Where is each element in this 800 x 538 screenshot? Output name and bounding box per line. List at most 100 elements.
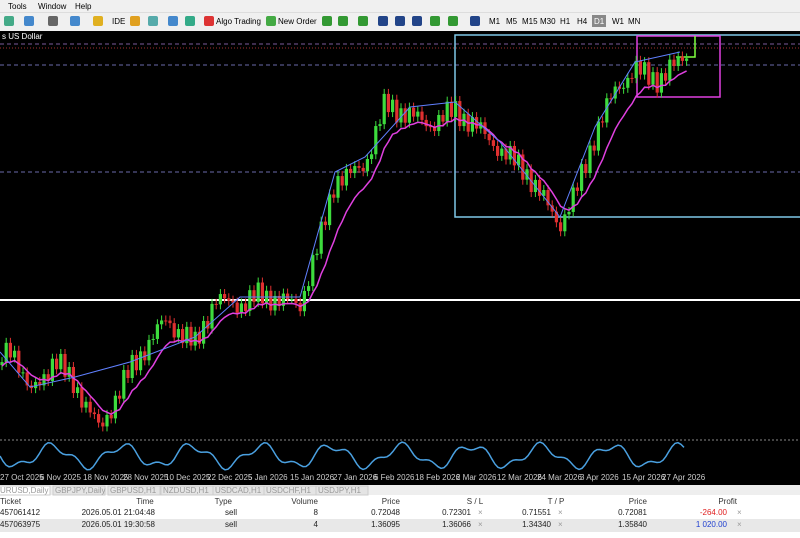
tab[interactable] (52, 485, 106, 496)
candle (21, 372, 25, 374)
chart-title: s US Dollar (2, 32, 43, 41)
date-label: 5 Jan 2026 (248, 473, 288, 482)
toolbar-icon[interactable] (148, 16, 158, 26)
tab-label[interactable]: USDCAD,H1 (215, 486, 262, 495)
candle (223, 294, 227, 299)
candle (113, 395, 117, 419)
toolbar-icon[interactable] (448, 16, 458, 26)
timeframe-button[interactable]: W1 (612, 17, 625, 26)
toolbar-icon[interactable] (168, 16, 178, 26)
toolbar-icon[interactable] (322, 16, 332, 26)
close-icon[interactable]: × (737, 508, 742, 517)
column-header: S / L (467, 497, 484, 506)
toolbar-icon[interactable] (70, 16, 80, 26)
toolbar-icon[interactable] (412, 16, 422, 26)
toolbar-button[interactable]: Algo Trading (216, 17, 261, 26)
cell: sell (225, 508, 237, 517)
candle (248, 290, 252, 312)
date-label: 10 Dec 2025 (165, 473, 211, 482)
close-icon[interactable]: × (737, 520, 742, 529)
candle (130, 354, 134, 379)
tab[interactable] (107, 485, 161, 496)
timeframe-button[interactable]: M30 (540, 17, 556, 26)
tab-label[interactable]: NZDUSD,H1 (163, 486, 209, 495)
candle (244, 303, 248, 312)
menu-item[interactable]: Tools (8, 2, 27, 11)
candle (118, 395, 122, 399)
toolbar-icon[interactable] (395, 16, 405, 26)
candle (680, 56, 684, 61)
tab-label[interactable]: USDJPY,H1 (318, 486, 362, 495)
toolbar-icon[interactable] (24, 16, 34, 26)
candle (370, 154, 374, 160)
timeframe-button[interactable]: M15 (522, 17, 538, 26)
candle (319, 221, 323, 254)
candle (441, 115, 445, 122)
candle (622, 87, 626, 89)
candle (630, 77, 634, 79)
toolbar-icon[interactable] (93, 16, 103, 26)
candle (491, 140, 495, 146)
candle (126, 369, 130, 379)
date-label: 3 Apr 2026 (580, 473, 619, 482)
toolbar-icon[interactable] (204, 16, 214, 26)
candle (55, 358, 59, 370)
candle (202, 320, 206, 344)
timeframe-button[interactable]: M1 (489, 17, 501, 26)
toolbar-icon[interactable] (430, 16, 440, 26)
menu-item[interactable]: Help (75, 2, 92, 11)
menu-item[interactable]: Window (38, 2, 67, 11)
close-icon[interactable]: × (558, 508, 563, 517)
toolbar-icon[interactable] (378, 16, 388, 26)
toolbar-icon[interactable] (185, 16, 195, 26)
candle (328, 194, 332, 226)
date-label: 2 Mar 2026 (456, 473, 497, 482)
candle (643, 62, 647, 75)
timeframe-button[interactable]: D1 (594, 17, 605, 26)
toolbar-button[interactable]: New Order (278, 17, 317, 26)
toolbar-button[interactable]: IDE (112, 17, 125, 26)
column-header: Price (382, 497, 401, 506)
tab[interactable] (0, 485, 51, 496)
date-label: 27 Apr 2026 (662, 473, 706, 482)
timeframe-button[interactable]: H4 (577, 17, 588, 26)
candle (147, 339, 151, 361)
candle (218, 294, 222, 305)
candle (160, 320, 164, 325)
column-header: Price (629, 497, 648, 506)
toolbar-icon[interactable] (4, 16, 14, 26)
close-icon[interactable]: × (478, 520, 483, 529)
close-icon[interactable]: × (558, 520, 563, 529)
candle (512, 145, 516, 166)
tab-label[interactable]: URUSD,Daily (0, 486, 48, 495)
toolbar-icon[interactable] (130, 16, 140, 26)
candle (294, 298, 298, 303)
tab[interactable] (315, 485, 369, 496)
toolbar-icon[interactable] (266, 16, 276, 26)
candle (580, 164, 584, 191)
candle (164, 320, 168, 322)
toolbar-icon[interactable] (48, 16, 58, 26)
candle (428, 126, 432, 128)
toolbar-icon[interactable] (338, 16, 348, 26)
candle (475, 117, 479, 129)
candle (4, 342, 8, 363)
candle (416, 111, 420, 117)
candle (424, 119, 428, 127)
tab-label[interactable]: GBPUSD,H1 (110, 486, 157, 495)
candle (151, 338, 155, 340)
timeframe-button[interactable]: MN (628, 17, 641, 26)
toolbar-icon[interactable] (358, 16, 368, 26)
timeframe-button[interactable]: M5 (506, 17, 518, 26)
tab-label[interactable]: USDCHF,H1 (266, 486, 311, 495)
candle (269, 290, 273, 311)
close-icon[interactable]: × (478, 508, 483, 517)
timeframe-button[interactable]: H1 (560, 17, 571, 26)
candle (176, 329, 180, 338)
column-header: Time (136, 497, 154, 506)
candle (613, 86, 617, 99)
cell: 457063975 (0, 520, 41, 529)
candle (592, 145, 596, 151)
toolbar-icon[interactable] (470, 16, 480, 26)
tab-label[interactable]: GBPJPY,Daily (55, 486, 106, 495)
